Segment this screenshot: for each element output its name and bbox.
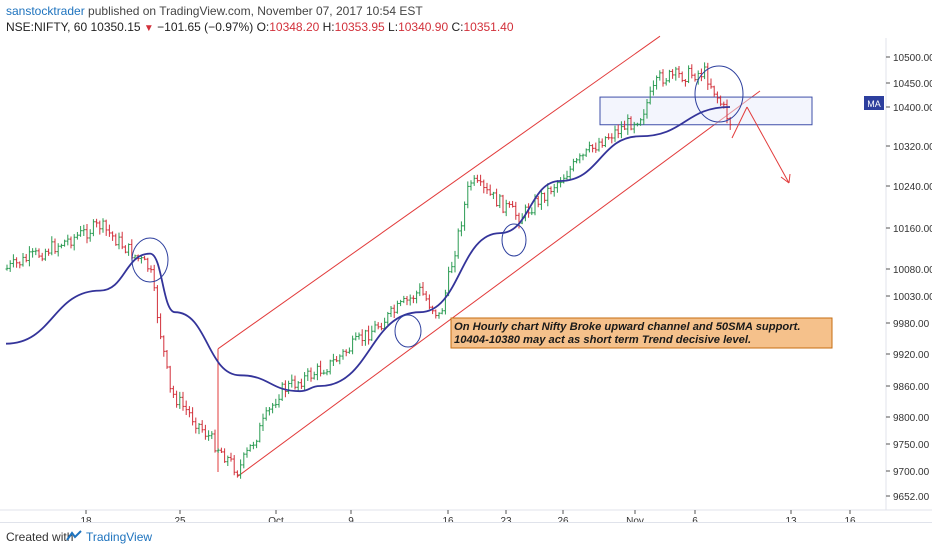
- time-tick-label: 25: [174, 516, 186, 522]
- price-tick-label: 9652.00: [893, 492, 930, 503]
- price-tick-label: 9980.00: [893, 319, 930, 330]
- price-tick-label: 10030.00: [893, 292, 932, 303]
- symbol-info: NSE:NIFTY, 60 10350.15 ▼ −101.65 (−0.97%…: [6, 20, 514, 34]
- price-tick-label: 10320.00: [893, 142, 932, 153]
- highlight-circle: [694, 65, 744, 123]
- time-tick-label: 16: [442, 516, 454, 522]
- price-tick-label: 10400.00: [893, 103, 932, 114]
- price-change: −101.65 (−0.97%): [157, 20, 254, 34]
- ma-tag-label: MA: [867, 99, 881, 109]
- time-tick-label: 9: [348, 516, 354, 522]
- ma-tag: MA: [864, 96, 884, 110]
- projection-arrow-head: [780, 173, 791, 184]
- tradingview-logo-icon: [66, 530, 82, 541]
- high-label: H:: [322, 20, 335, 34]
- time-tick-label: 6: [692, 516, 698, 522]
- time-tick-label: Nov: [626, 516, 644, 522]
- price-tick-label: 10080.00: [893, 265, 932, 276]
- price-tick-label: 9800.00: [893, 413, 930, 424]
- tradingview-link[interactable]: TradingView: [86, 530, 153, 544]
- annotation-box[interactable]: On Hourly chart Nifty Broke upward chann…: [450, 317, 833, 349]
- price-tick-label: 10160.00: [893, 224, 932, 235]
- low-label: L:: [388, 20, 399, 34]
- time-tick-label: 23: [500, 516, 512, 522]
- time-tick-label: 16: [844, 516, 856, 522]
- projection-up-line: [731, 106, 748, 139]
- price-tick-label: 9750.00: [893, 440, 930, 451]
- last-price: 10350.15: [90, 20, 141, 34]
- annotation-background: [450, 317, 833, 349]
- price-tick-label: 10240.00: [893, 182, 932, 193]
- candle-bars: [5, 62, 732, 479]
- open-value: 10348.20: [269, 20, 320, 34]
- created-with-label: Created with: [6, 530, 74, 544]
- time-tick-label: 26: [557, 516, 569, 522]
- author-link[interactable]: sanstocktrader: [6, 4, 85, 18]
- projection-arrows[interactable]: [731, 106, 791, 184]
- down-arrow-icon: ▼: [143, 23, 154, 34]
- low-value: 10340.90: [398, 20, 449, 34]
- projection-down-line: [746, 106, 790, 184]
- footer: Created with TradingView: [0, 522, 932, 551]
- price-axis[interactable]: 9652.00 9700.00 9750.00 9800.00 9860.00 9920.…: [886, 53, 932, 503]
- ma-tag-box: [864, 96, 884, 110]
- highlight-circles[interactable]: [131, 65, 744, 348]
- highlight-circle: [131, 237, 169, 283]
- time-tick-label: 13: [785, 516, 797, 522]
- published-text: published on TradingView.com, November 0…: [88, 4, 423, 18]
- ma-line: [5, 106, 731, 393]
- time-axis[interactable]: 18 25 Oct 9 16 23 26 Nov 6 13 16: [80, 510, 856, 522]
- close-value: 10351.40: [463, 20, 514, 34]
- symbol-name: NSE:NIFTY, 60: [6, 20, 88, 34]
- moving-average: [5, 106, 731, 393]
- publish-info: sanstocktrader published on TradingView.…: [6, 4, 423, 18]
- price-tick-label: 10500.00: [893, 53, 932, 64]
- time-tick-label: 18: [80, 516, 92, 522]
- price-chart[interactable]: 9652.00 9700.00 9750.00 9800.00 9860.00 9920.…: [0, 0, 932, 522]
- annotation-line: 10404-10380 may act as short term Trend …: [454, 334, 751, 346]
- price-tick-label: 10450.00: [893, 79, 932, 90]
- highlight-circle: [501, 223, 527, 257]
- price-tick-label: 9860.00: [893, 382, 930, 393]
- annotation-line: On Hourly chart Nifty Broke upward chann…: [454, 321, 800, 333]
- high-value: 10353.95: [334, 20, 385, 34]
- channel-upper-line: [217, 35, 661, 350]
- time-tick-label: Oct: [268, 516, 284, 522]
- highlight-circle: [394, 314, 422, 348]
- channel-lower-line: [237, 90, 761, 477]
- close-label: C:: [451, 20, 464, 34]
- price-tick-label: 9700.00: [893, 467, 930, 478]
- open-label: O:: [256, 20, 270, 34]
- price-tick-label: 9920.00: [893, 350, 930, 361]
